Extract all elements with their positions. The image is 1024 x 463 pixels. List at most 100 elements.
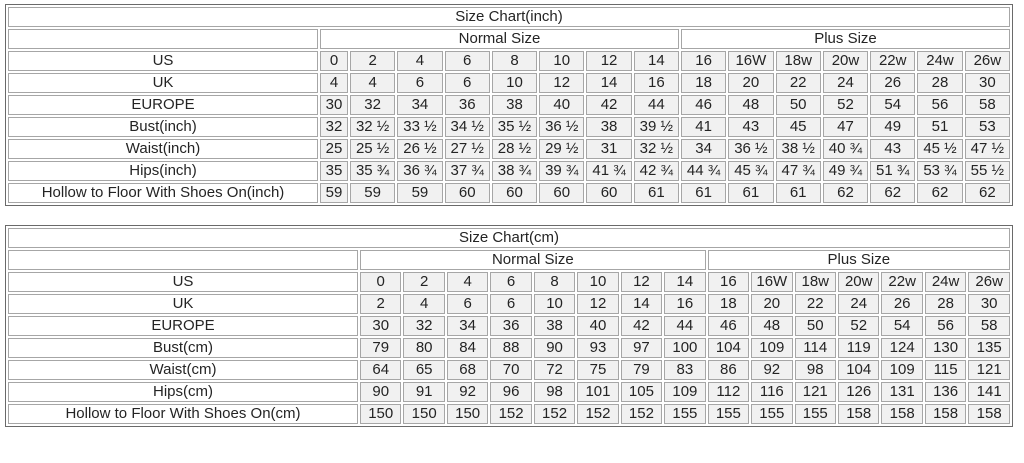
size-cell: 86 (707, 360, 750, 380)
size-cell: 4 (397, 51, 443, 71)
size-cell: 6 (490, 272, 532, 292)
size-cell: 48 (751, 316, 793, 336)
size-cell: 88 (490, 338, 532, 358)
size-cell: 59 (320, 183, 348, 203)
size-cell: 36 (490, 316, 532, 336)
size-cell: 56 (917, 95, 963, 115)
size-cell: 64 (360, 360, 402, 380)
size-cell: 43 (728, 117, 774, 137)
size-cell: 124 (881, 338, 923, 358)
size-cell: 34 ½ (444, 117, 490, 137)
size-cell: 121 (968, 360, 1010, 380)
size-cell: 34 (446, 316, 489, 336)
size-cell: 36 ¾ (397, 161, 443, 181)
size-cell: 27 ½ (444, 139, 490, 159)
size-cell: 8 (491, 51, 538, 71)
size-cell: 36 (444, 95, 490, 115)
table-row: Hips(cm) 90 91 92 96 98 101 105 109 112 116 121 126 1… (8, 382, 1010, 402)
size-cell: 18 (707, 294, 750, 314)
size-cell: 58 (968, 316, 1010, 336)
size-cell: 32 (403, 316, 445, 336)
size-cell: 58 (964, 95, 1010, 115)
size-cell: 45 ½ (917, 139, 963, 159)
corner-cell (8, 250, 358, 270)
size-cell: 105 (620, 382, 663, 402)
size-cell: 46 (707, 316, 750, 336)
size-cell: 50 (775, 95, 821, 115)
plus-size-header: Plus Size (680, 29, 1010, 49)
size-cell: 59 (350, 183, 396, 203)
size-cell: 25 ½ (350, 139, 396, 159)
size-cell: 51 ¾ (870, 161, 916, 181)
size-cell: 150 (360, 404, 402, 424)
row-label: UK (8, 73, 318, 93)
size-cell: 6 (444, 51, 490, 71)
table-row: Waist(cm) 64 65 68 70 72 75 79 83 86 92 98 104 109 115… (8, 360, 1010, 380)
table-row: EUROPE 30 32 34 36 38 40 42 44 46 48 50 52 54 56 58 (8, 316, 1010, 336)
size-cell: 39 ½ (633, 117, 679, 137)
size-cell: 42 (620, 316, 663, 336)
row-label: Bust(inch) (8, 117, 318, 137)
size-cell: 38 ½ (775, 139, 821, 159)
size-cell: 2 (350, 51, 396, 71)
size-cell: 152 (577, 404, 619, 424)
row-label: Hollow to Floor With Shoes On(cm) (8, 404, 358, 424)
size-cell: 109 (664, 382, 706, 402)
table-row: US 0 2 4 6 8 10 12 14 16 16W 18w 20w 22w 24w 26w (8, 51, 1010, 71)
size-cell: 75 (577, 360, 619, 380)
size-cell: 62 (822, 183, 869, 203)
size-cell: 90 (533, 338, 576, 358)
size-cell: 24w (917, 51, 963, 71)
size-cell: 30 (968, 294, 1010, 314)
size-cell: 65 (403, 360, 445, 380)
size-cell: 6 (446, 294, 489, 314)
size-cell: 6 (490, 294, 532, 314)
size-cell: 31 (586, 139, 632, 159)
size-cell: 28 (917, 73, 963, 93)
size-cell: 48 (728, 95, 774, 115)
size-cell: 158 (924, 404, 967, 424)
size-cell: 16 (707, 272, 750, 292)
size-cell: 79 (360, 338, 402, 358)
size-cell: 158 (968, 404, 1010, 424)
size-cell: 62 (964, 183, 1010, 203)
size-cell: 135 (968, 338, 1010, 358)
size-cell: 41 (680, 117, 727, 137)
size-cell: 16W (728, 51, 774, 71)
size-cell: 40 (539, 95, 585, 115)
table-row: UK 2 4 6 6 10 12 14 16 18 20 22 24 26 28 30 (8, 294, 1010, 314)
table-row: US 0 2 4 6 8 10 12 14 16 16W 18w 20w 22w 24w 26w (8, 272, 1010, 292)
size-cell: 32 (320, 117, 348, 137)
row-label: Hollow to Floor With Shoes On(inch) (8, 183, 318, 203)
size-cell: 79 (620, 360, 663, 380)
size-cell: 39 ¾ (539, 161, 585, 181)
size-cell: 37 ¾ (444, 161, 490, 181)
size-cell: 136 (924, 382, 967, 402)
size-cell: 28 ½ (491, 139, 538, 159)
size-cell: 46 (680, 95, 727, 115)
size-cell: 38 (533, 316, 576, 336)
size-cell: 155 (707, 404, 750, 424)
size-cell: 28 (924, 294, 967, 314)
size-cell: 62 (917, 183, 963, 203)
size-cell: 35 (320, 161, 348, 181)
size-cell: 20w (837, 272, 880, 292)
size-cell: 30 (360, 316, 402, 336)
size-cell: 60 (586, 183, 632, 203)
size-cell: 22w (870, 51, 916, 71)
size-cell: 45 ¾ (728, 161, 774, 181)
size-cell: 6 (397, 73, 443, 93)
size-cell: 84 (446, 338, 489, 358)
size-cell: 44 ¾ (680, 161, 727, 181)
size-cell: 14 (620, 294, 663, 314)
size-cell: 14 (586, 73, 632, 93)
size-cell: 126 (837, 382, 880, 402)
row-label: Bust(cm) (8, 338, 358, 358)
size-cell: 92 (446, 382, 489, 402)
size-cell: 109 (881, 360, 923, 380)
size-cell: 18 (680, 73, 727, 93)
size-cell: 4 (350, 73, 396, 93)
size-cell: 62 (870, 183, 916, 203)
size-cell: 16W (751, 272, 793, 292)
size-cell: 114 (794, 338, 836, 358)
